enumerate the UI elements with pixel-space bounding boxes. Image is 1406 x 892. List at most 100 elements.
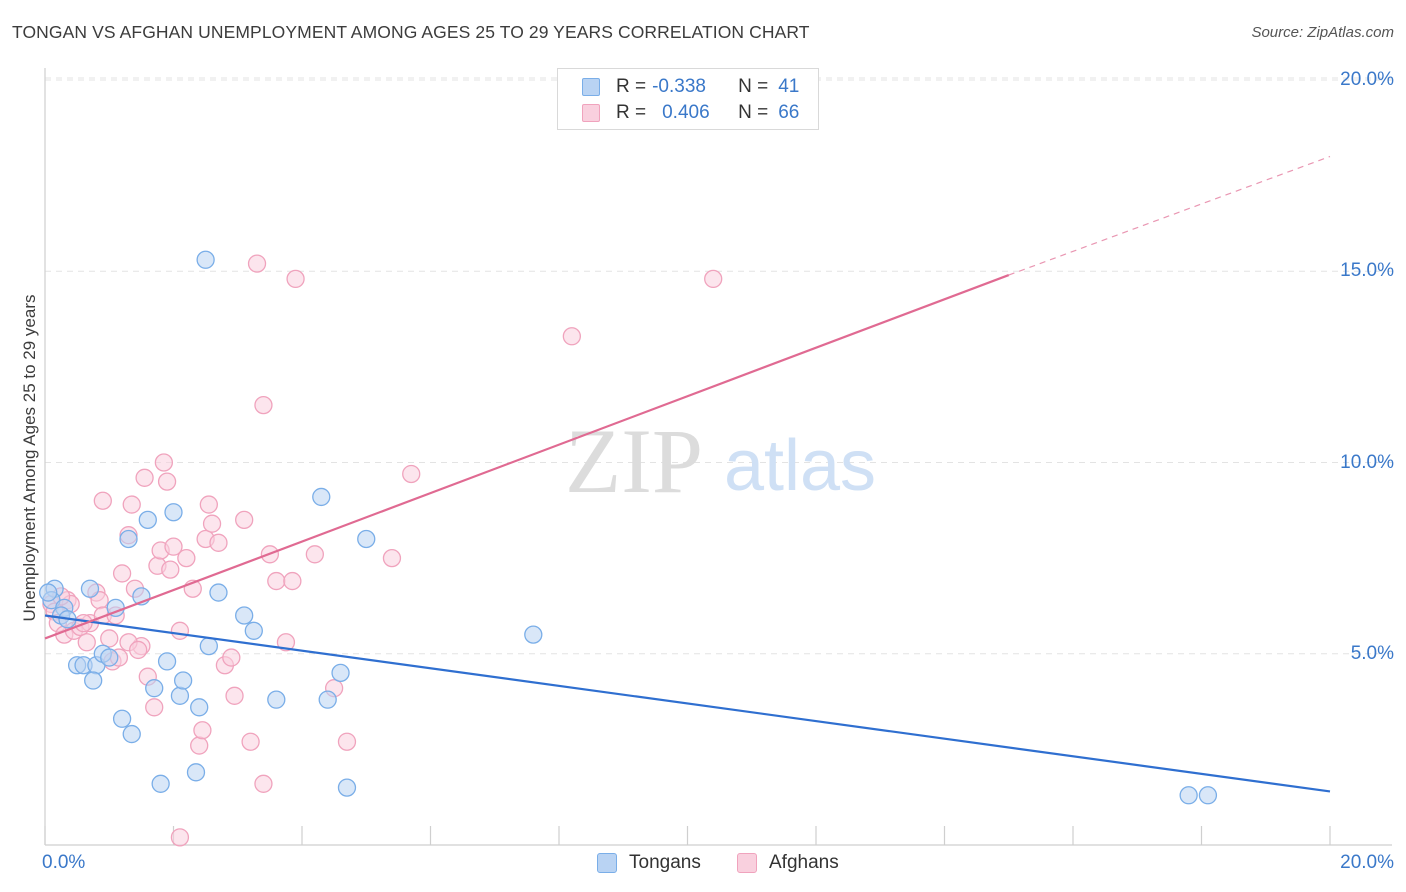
- point-afghans-51: [337, 732, 357, 751]
- point-afghans-54: [562, 327, 581, 346]
- watermark-atlas: atlas: [724, 426, 876, 506]
- point-tongans-23: [173, 671, 193, 690]
- point-afghans-49: [305, 545, 325, 564]
- point-tongans-16: [100, 648, 119, 667]
- point-afghans-41: [241, 732, 260, 751]
- y-tick-label-15: 15.0%: [1340, 260, 1394, 282]
- point-afghans-36: [209, 533, 228, 552]
- axes: [44, 68, 1392, 846]
- legend-r-label: R =: [616, 76, 647, 97]
- point-afghans-65: [129, 640, 148, 660]
- point-tongans-5: [80, 579, 100, 598]
- trend-line-afghans: [44, 274, 1010, 640]
- point-afghans-18: [93, 491, 112, 510]
- legend-item-tongans[interactable]: Tongans: [597, 852, 701, 874]
- point-afghans-46: [276, 633, 296, 652]
- point-tongans-10: [164, 503, 183, 522]
- point-afghans-56: [135, 468, 154, 487]
- gridlines: [45, 77, 1392, 655]
- point-tongans-8: [119, 529, 138, 549]
- point-afghans-21: [145, 698, 164, 717]
- point-tongans-22: [170, 686, 190, 705]
- series-tongans: [39, 250, 1218, 805]
- point-tongans-21: [157, 652, 177, 671]
- watermark-zip: ZIP: [565, 410, 703, 512]
- legend-row-afghans: R = 0.406 N = 66: [582, 101, 799, 125]
- point-afghans-25: [157, 472, 177, 491]
- point-tongans-29: [267, 690, 286, 709]
- point-afghans-64: [77, 633, 96, 652]
- series-legend: Tongans Afghans: [0, 852, 1406, 878]
- point-tongans-40: [39, 583, 58, 602]
- point-afghans-32: [193, 721, 212, 740]
- point-tongans-19: [122, 724, 141, 744]
- legend-n-label: N =: [738, 102, 769, 123]
- point-tongans-37: [524, 625, 543, 644]
- point-tongans-27: [235, 606, 254, 625]
- legend-n-value-afghans: 66: [778, 102, 800, 123]
- chart-source: Source: ZipAtlas.com: [1251, 24, 1394, 41]
- legend-label-afghans: Afghans: [769, 852, 839, 873]
- point-afghans-28: [170, 621, 190, 640]
- point-tongans-34: [151, 774, 170, 793]
- point-tongans-11: [196, 250, 215, 269]
- point-afghans-29: [177, 548, 196, 568]
- point-afghans-48: [286, 269, 305, 289]
- legend-label-tongans: Tongans: [629, 852, 701, 873]
- chart-title: TONGAN VS AFGHAN UNEMPLOYMENT AMONG AGES…: [12, 22, 810, 42]
- point-tongans-30: [312, 487, 331, 507]
- point-afghans-55: [704, 269, 723, 289]
- point-afghans-16: [122, 495, 141, 514]
- legend-swatch-afghans: [582, 104, 600, 122]
- point-tongans-36: [337, 778, 357, 797]
- point-tongans-38: [1179, 786, 1198, 805]
- legend-item-afghans[interactable]: Afghans: [737, 852, 839, 874]
- point-tongans-28: [244, 621, 263, 640]
- point-tongans-17: [84, 671, 103, 690]
- point-afghans-57: [170, 828, 190, 847]
- point-afghans-39: [225, 686, 244, 705]
- point-tongans-33: [357, 529, 376, 549]
- trend-line-afghans-extension: [1008, 155, 1331, 276]
- point-afghans-40: [235, 510, 254, 530]
- point-tongans-25: [199, 636, 218, 656]
- point-afghans-47: [283, 571, 302, 591]
- trend-lines: [44, 155, 1331, 793]
- point-afghans-11: [100, 629, 119, 648]
- x-tick-label-min: 0.0%: [42, 852, 86, 873]
- point-tongans-20: [145, 679, 164, 698]
- legend-n-label: N =: [738, 76, 769, 97]
- point-tongans-32: [331, 663, 350, 683]
- point-afghans-14: [112, 564, 132, 583]
- y-tick-label-10: 10.0%: [1340, 451, 1394, 473]
- point-afghans-24: [154, 453, 174, 472]
- point-tongans-24: [190, 698, 209, 717]
- point-afghans-31: [190, 736, 209, 755]
- point-afghans-43: [254, 395, 273, 415]
- point-afghans-58: [254, 774, 273, 793]
- point-tongans-31: [318, 690, 337, 709]
- y-axis-label: Unemployment Among Ages 25 to 29 years: [20, 294, 39, 622]
- point-tongans-26: [209, 583, 228, 602]
- y-tick-label-5: 5.0%: [1350, 642, 1394, 664]
- series-afghans: [42, 254, 723, 847]
- point-afghans-26: [161, 560, 180, 579]
- trend-line-tongans: [44, 614, 1331, 793]
- legend-swatch-afghans: [737, 853, 757, 873]
- point-afghans-42: [247, 254, 267, 273]
- legend-r-value-tongans: -0.338: [652, 76, 706, 97]
- legend-n-value-tongans: 41: [778, 76, 800, 97]
- legend-r-label: R =: [616, 102, 647, 123]
- point-afghans-52: [382, 548, 402, 568]
- y-tick-label-20: 20.0%: [1340, 69, 1394, 90]
- point-afghans-34: [199, 495, 218, 514]
- point-tongans-9: [138, 510, 157, 530]
- point-afghans-35: [202, 514, 222, 533]
- x-tick-label-max: 20.0%: [1340, 852, 1394, 873]
- point-tongans-39: [1198, 786, 1218, 805]
- point-afghans-45: [267, 571, 286, 591]
- legend-r-value-afghans: 0.406: [662, 102, 710, 123]
- point-afghans-38: [222, 648, 241, 667]
- point-afghans-27: [164, 537, 183, 556]
